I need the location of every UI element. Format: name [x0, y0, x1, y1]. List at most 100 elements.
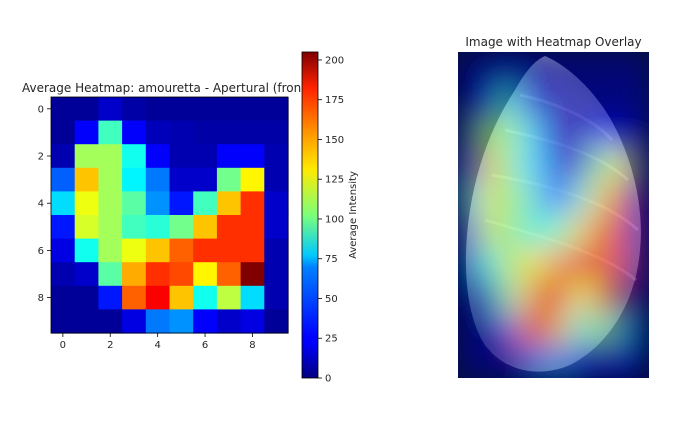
overlay-cell — [515, 215, 536, 249]
heatmap-cell — [122, 215, 147, 240]
heatmap-cell — [193, 238, 218, 263]
heatmap-panel: Average Heatmap: amouretta - Apertural (… — [22, 81, 301, 351]
overlay-cell — [496, 117, 517, 151]
y-tick-label: 8 — [38, 293, 44, 304]
overlay-cell — [610, 280, 631, 314]
heatmap-cell — [169, 262, 194, 287]
heatmap-cell — [169, 144, 194, 169]
heatmap-cell — [264, 285, 289, 310]
x-tick-label: 4 — [154, 340, 160, 351]
heatmap-cell — [240, 191, 265, 216]
overlay-cell — [553, 247, 574, 282]
heatmap-cell — [216, 238, 242, 263]
overlay-cell — [515, 182, 536, 216]
overlay-cell — [629, 52, 649, 86]
heatmap-cell — [51, 215, 76, 240]
heatmap-cell — [169, 97, 194, 122]
colorbar-tick-label: 50 — [325, 294, 338, 305]
heatmap-cell — [122, 120, 147, 145]
heatmap-cell — [169, 120, 194, 145]
overlay-cell — [553, 149, 574, 184]
overlay-image — [458, 52, 649, 378]
heatmap-cell — [122, 144, 147, 169]
heatmap-cell — [169, 191, 194, 216]
overlay-cell — [591, 312, 612, 347]
overlay-cell — [496, 280, 517, 314]
heatmap-cell — [122, 191, 147, 216]
overlay-cell — [534, 247, 555, 282]
heatmap-cell — [145, 191, 171, 216]
overlay-cell — [458, 247, 479, 282]
colorbar-tick-label: 0 — [325, 374, 331, 385]
overlay-cell — [515, 149, 536, 184]
overlay-cell — [496, 84, 517, 119]
heatmap-cell — [74, 285, 99, 310]
overlay-title: Image with Heatmap Overlay — [465, 35, 641, 49]
heatmap-cell — [240, 285, 265, 310]
colorbar-gradient — [302, 52, 318, 378]
overlay-cell — [496, 312, 517, 347]
heatmap-cell — [216, 97, 242, 122]
heatmap-cell — [169, 215, 194, 240]
colorbar-tick-label: 150 — [325, 135, 344, 146]
overlay-cell — [572, 149, 593, 184]
heatmap-cell — [193, 191, 218, 216]
x-tick-label: 2 — [107, 340, 113, 351]
overlay-cell — [515, 280, 536, 314]
overlay-cell — [534, 280, 555, 314]
overlay-cell — [515, 52, 536, 86]
overlay-cell — [553, 215, 574, 249]
heatmap-cell — [122, 262, 147, 287]
heatmap-cell — [193, 215, 218, 240]
overlay-cell — [496, 345, 517, 378]
heatmap-cell — [240, 167, 265, 192]
overlay-cell — [458, 345, 479, 378]
colorbar-tick-label: 100 — [325, 214, 344, 225]
overlay-cell — [591, 345, 612, 378]
heatmap-cell — [240, 97, 265, 122]
overlay-cell — [591, 149, 612, 184]
colorbar-ticks: 0 25 50 75 100 125 150 175 200 — [318, 55, 344, 385]
overlay-cell — [496, 247, 517, 282]
overlay-cell — [515, 247, 536, 282]
heatmap-cell — [216, 191, 242, 216]
overlay-cell — [610, 149, 631, 184]
colorbar: 0 25 50 75 100 125 150 175 200 Average Intensity — [301, 51, 359, 385]
colorbar-frame — [301, 51, 319, 379]
overlay-cell — [515, 345, 536, 378]
heatmap-cell — [216, 167, 242, 192]
overlay-cell — [553, 280, 574, 314]
heatmap-cell — [74, 120, 99, 145]
overlay-cell — [629, 312, 649, 347]
heatmap-cell — [74, 238, 99, 263]
heatmap-cell — [145, 238, 171, 263]
overlay-cell — [458, 215, 479, 249]
overlay-cell — [553, 84, 574, 119]
overlay-cell — [572, 52, 593, 86]
heatmap-cell — [193, 262, 218, 287]
heatmap-x-ticks: 0 2 4 6 8 — [60, 333, 256, 351]
overlay-cell — [591, 182, 612, 216]
colorbar-tick-label: 175 — [325, 95, 344, 106]
heatmap-cell — [169, 285, 194, 310]
overlay-cell — [629, 149, 649, 184]
heatmap-cell — [169, 167, 194, 192]
overlay-cell — [477, 345, 498, 378]
overlay-cell — [534, 215, 555, 249]
heatmap-cell — [122, 238, 147, 263]
overlay-cell — [610, 84, 631, 119]
heatmap-cells — [51, 97, 289, 334]
heatmap-cell — [74, 309, 99, 334]
x-tick-label: 8 — [249, 340, 255, 351]
overlay-cell — [591, 215, 612, 249]
overlay-cell — [534, 182, 555, 216]
heatmap-cell — [98, 215, 123, 240]
heatmap-cell — [193, 167, 218, 192]
heatmap-cell — [98, 191, 123, 216]
y-tick-label: 2 — [38, 152, 44, 163]
colorbar-label: Average Intensity — [348, 171, 359, 259]
overlay-cell — [534, 149, 555, 184]
overlay-cell — [610, 247, 631, 282]
overlay-cell — [591, 280, 612, 314]
